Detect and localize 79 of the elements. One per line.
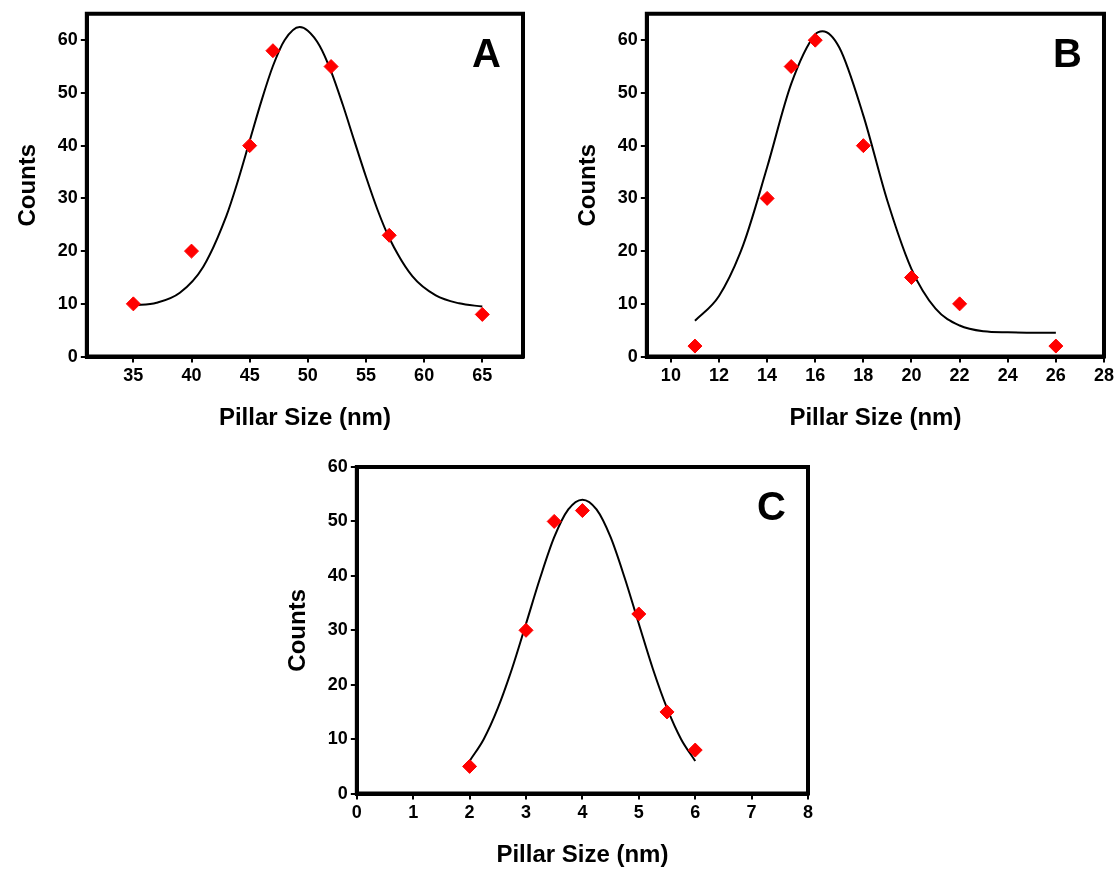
y-tick-label: 30 — [57, 187, 78, 208]
y-tick-label: 20 — [617, 240, 638, 261]
x-tick-label: 24 — [997, 365, 1018, 386]
y-tick-label: 60 — [617, 29, 638, 50]
point — [323, 59, 339, 75]
line-series — [693, 30, 1057, 334]
point — [687, 338, 703, 354]
x-tick-label: 0 — [351, 802, 362, 823]
x-tick-label: 60 — [414, 365, 435, 386]
y-tick-label: 40 — [617, 134, 638, 155]
x-tick-label: 18 — [853, 365, 874, 386]
point — [687, 742, 703, 758]
y-tick-label: 0 — [67, 345, 78, 366]
point — [184, 243, 199, 259]
point — [1048, 338, 1064, 354]
x-axis-title: Pillar Size (nm) — [218, 403, 391, 431]
y-tick-label: 0 — [627, 345, 638, 366]
annotation: A — [472, 30, 501, 75]
point — [381, 227, 397, 243]
x-axis-title: Pillar Size (nm) — [496, 840, 669, 868]
x-tick-label: 8 — [802, 802, 814, 823]
x-tick-label: 7 — [746, 802, 757, 823]
y-axis-title: Counts — [283, 588, 311, 672]
x-tick-label: 20 — [901, 365, 922, 386]
x-tick-label: 12 — [708, 365, 730, 386]
point — [759, 190, 775, 206]
x-tick-label: 50 — [297, 365, 318, 386]
point — [855, 138, 871, 154]
x-tick-label: 3 — [521, 802, 532, 823]
point — [125, 296, 141, 312]
x-tick-label: 10 — [660, 365, 681, 386]
x-tick-label: 55 — [355, 365, 376, 386]
y-tick-label: 60 — [327, 455, 348, 476]
x-tick-label: 45 — [239, 365, 260, 386]
annotation: B — [1053, 30, 1082, 75]
x-tick-label: 16 — [805, 365, 826, 386]
point — [242, 138, 258, 154]
y-tick-label: 60 — [57, 29, 78, 50]
point — [265, 43, 281, 59]
x-tick-label: 35 — [123, 365, 144, 386]
y-axis-title: Counts — [573, 143, 601, 227]
x-tick-label: 26 — [1045, 365, 1066, 386]
y-tick-label: 10 — [57, 292, 78, 313]
x-tick-label: 6 — [690, 802, 701, 823]
y-tick-label: 10 — [617, 292, 638, 313]
y-tick-label: 40 — [57, 134, 78, 155]
x-tick-label: 28 — [1093, 365, 1114, 386]
y-tick-label: 20 — [327, 673, 348, 694]
y-axis-title: Counts — [13, 143, 41, 227]
x-tick-label: 5 — [633, 802, 644, 823]
point — [807, 32, 823, 48]
point — [574, 503, 590, 519]
y-tick-label: 40 — [327, 564, 348, 585]
point — [546, 513, 562, 529]
x-axis-title: Pillar Size (nm) — [789, 403, 962, 431]
point — [518, 622, 534, 638]
y-tick-label: 0 — [337, 782, 348, 803]
x-tick-label: 40 — [181, 365, 202, 386]
x-tick-label: 65 — [472, 365, 493, 386]
point — [631, 606, 647, 622]
annotation: C — [757, 484, 786, 529]
y-tick-label: 30 — [617, 187, 638, 208]
point — [952, 296, 968, 312]
x-tick-label: 2 — [464, 802, 475, 823]
x-tick-label: 14 — [757, 365, 778, 386]
point — [474, 306, 490, 322]
y-tick-label: 50 — [57, 81, 78, 102]
x-tick-label: 22 — [949, 365, 970, 386]
point — [659, 704, 675, 720]
point — [462, 758, 478, 774]
y-tick-label: 50 — [327, 510, 348, 531]
x-tick-label: 4 — [577, 802, 588, 823]
y-tick-label: 20 — [57, 240, 78, 261]
y-tick-label: 30 — [327, 619, 348, 640]
point — [783, 59, 799, 75]
x-tick-label: 1 — [408, 802, 419, 823]
y-tick-label: 50 — [617, 81, 638, 102]
point — [904, 269, 919, 285]
y-tick-label: 10 — [327, 728, 348, 749]
